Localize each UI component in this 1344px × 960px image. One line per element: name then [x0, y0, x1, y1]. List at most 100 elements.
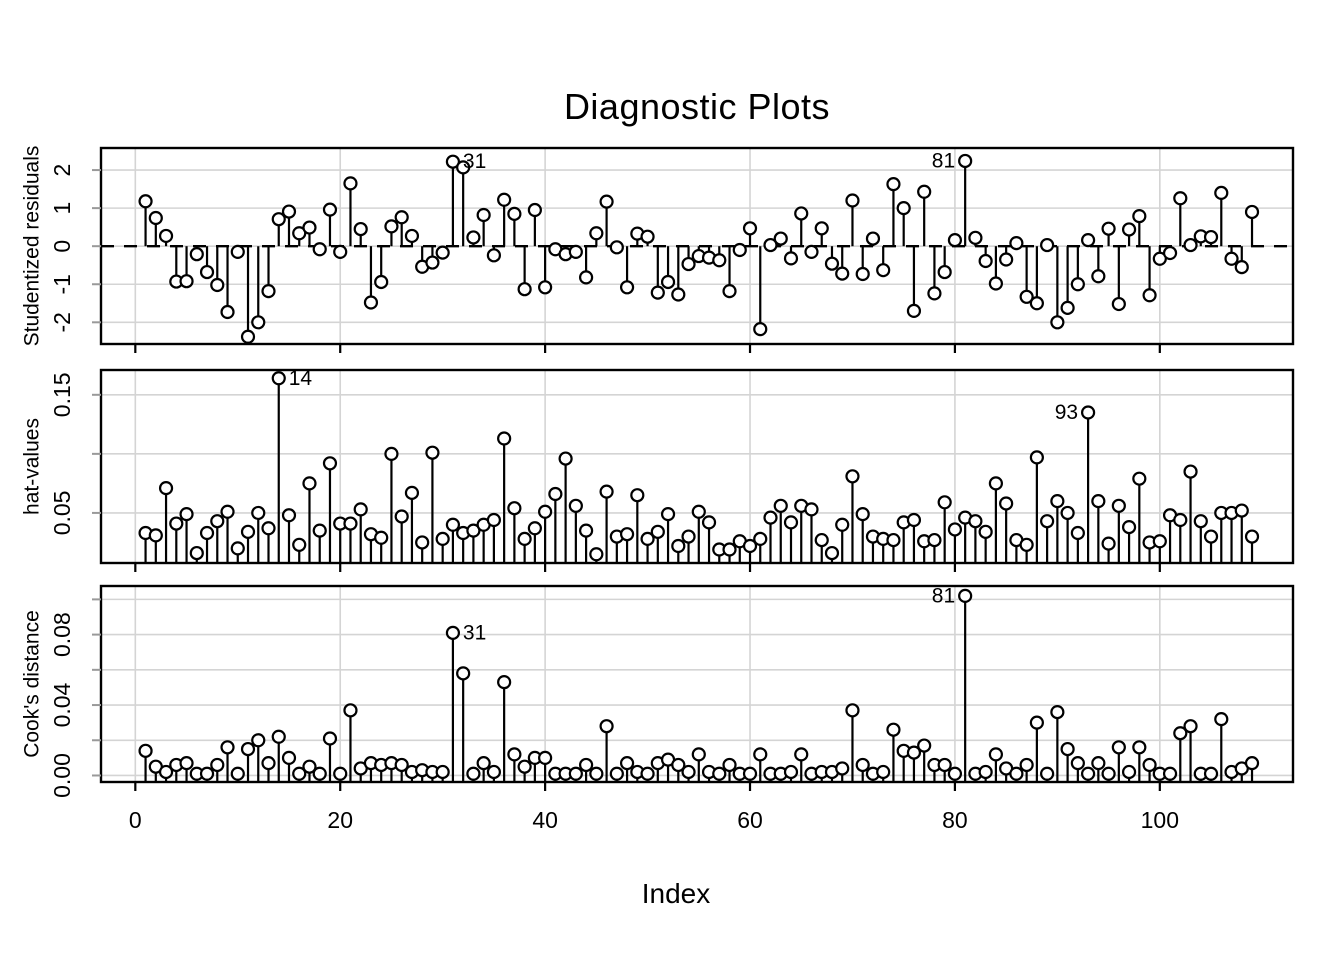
- data-point: [753, 531, 768, 547]
- data-point: [292, 537, 307, 552]
- data-point: [271, 371, 286, 386]
- axis-ticks: [92, 598, 1161, 791]
- data-point: [230, 541, 245, 556]
- y-tick-label: 0.08: [49, 612, 75, 657]
- data-point: [1050, 315, 1065, 330]
- data-point: [210, 514, 225, 529]
- data-point: [435, 531, 450, 547]
- data-point: [486, 248, 501, 263]
- data-point: [1009, 766, 1024, 781]
- data-point: [312, 242, 327, 257]
- y-tick-label: -1: [49, 274, 75, 294]
- data-point: [1070, 525, 1085, 541]
- data-point: [804, 502, 819, 517]
- data-point: [619, 527, 635, 542]
- data-point: [1214, 185, 1229, 201]
- point-annotation-81: 81: [932, 149, 955, 172]
- point-annotation-81: 81: [932, 584, 955, 607]
- data-point: [1132, 471, 1147, 486]
- data-point: [999, 252, 1014, 267]
- data-point: [1101, 766, 1116, 781]
- data-point: [486, 764, 501, 780]
- data-point: [456, 666, 471, 681]
- data-point: [886, 722, 901, 737]
- data-point: [445, 625, 461, 640]
- data-point: [466, 230, 481, 245]
- data-point: [507, 501, 522, 516]
- data-point: [281, 204, 297, 219]
- data-point: [210, 757, 225, 773]
- stems: [144, 160, 1254, 337]
- point-annotation-31: 31: [463, 621, 486, 644]
- data-point: [722, 283, 737, 299]
- data-point: [947, 522, 963, 537]
- data-point: [1050, 494, 1065, 509]
- data-point: [466, 523, 481, 538]
- data-point: [1244, 204, 1260, 220]
- data-point: [507, 747, 522, 762]
- data-point: [394, 757, 409, 773]
- data-point: [1214, 712, 1229, 727]
- data-point: [794, 747, 809, 762]
- data-point: [1040, 766, 1055, 781]
- data-point: [742, 221, 758, 236]
- data-point: [374, 274, 389, 290]
- point-annotation-31: 31: [463, 150, 486, 173]
- data-point: [578, 270, 594, 285]
- x-axis-title: Index: [641, 878, 711, 909]
- x-tick-label: 20: [327, 807, 353, 833]
- data-point: [527, 521, 542, 536]
- data-point: [773, 231, 788, 246]
- data-point: [538, 750, 553, 765]
- data-point: [640, 229, 655, 244]
- data-point: [589, 226, 604, 241]
- data-point: [312, 766, 327, 781]
- data-point: [158, 764, 174, 780]
- data-point: [958, 588, 973, 603]
- data-point: [1101, 536, 1116, 551]
- data-point: [855, 507, 870, 522]
- data-point: [958, 153, 973, 169]
- data-point: [1193, 514, 1208, 529]
- data-point: [1121, 764, 1137, 780]
- data-point: [927, 532, 942, 548]
- data-point: [619, 280, 635, 295]
- data-point: [1070, 277, 1085, 292]
- data-point: [671, 538, 686, 554]
- x-tick-label: 0: [129, 807, 142, 833]
- data-point: [138, 743, 153, 758]
- data-point: [1183, 237, 1198, 253]
- data-point: [1050, 704, 1065, 720]
- data-point: [906, 512, 922, 528]
- data-point: [886, 532, 901, 548]
- data-point: [630, 488, 645, 503]
- data-point: [292, 226, 307, 241]
- data-point: [240, 329, 256, 344]
- data-point: [988, 276, 1003, 291]
- data-point: [261, 521, 276, 536]
- data-point: [1019, 537, 1034, 552]
- data-point: [1060, 505, 1075, 521]
- data-point: [968, 514, 983, 529]
- data-point: [199, 264, 215, 280]
- data-point: [681, 764, 696, 780]
- data-point: [671, 757, 686, 773]
- data-point: [609, 766, 624, 781]
- data-point: [558, 451, 573, 466]
- data-point: [783, 251, 799, 266]
- data-point: [978, 764, 993, 780]
- data-point: [1029, 296, 1044, 311]
- data-point: [456, 160, 471, 175]
- data-point: [691, 504, 706, 519]
- data-point: [896, 201, 911, 216]
- data-point: [333, 244, 348, 259]
- data-point: [835, 266, 850, 281]
- data-point: [220, 740, 235, 755]
- data-point: [435, 245, 450, 260]
- data-point: [568, 766, 583, 781]
- data-point: [1162, 245, 1178, 261]
- data-point: [1132, 209, 1147, 224]
- data-point: [251, 315, 266, 330]
- data-point: [179, 274, 194, 289]
- data-point: [1111, 296, 1126, 312]
